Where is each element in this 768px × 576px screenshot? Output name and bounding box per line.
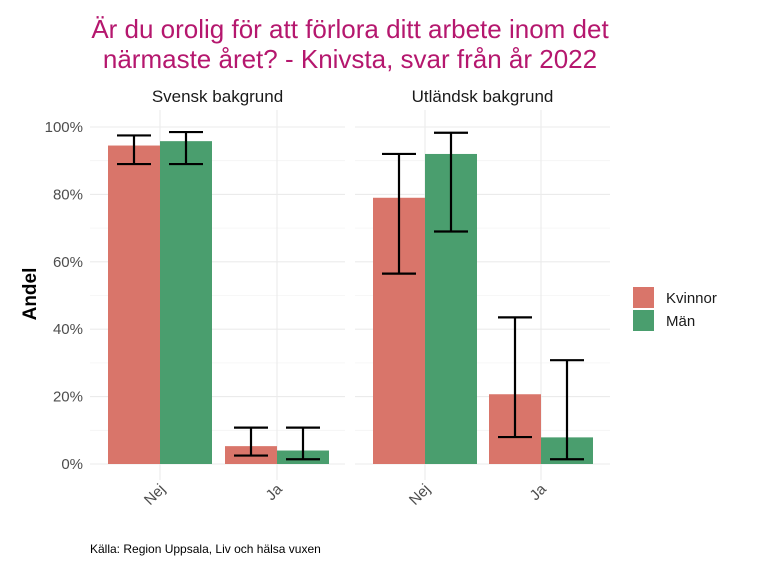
error-bar — [550, 359, 584, 461]
error-bar — [382, 152, 416, 275]
chart-title-line-2: närmaste året? - Knivsta, svar från år 2… — [103, 44, 597, 74]
x-tick-label: Ja — [527, 480, 551, 504]
facet-strip-label: Svensk bakgrund — [152, 87, 283, 106]
error-bar — [169, 130, 203, 166]
bar — [108, 145, 160, 464]
legend-label: Kvinnor — [666, 290, 717, 307]
x-tick-label: Nej — [141, 481, 169, 509]
legend-key — [633, 310, 654, 331]
error-bar — [117, 134, 151, 166]
legend-label: Män — [666, 313, 695, 330]
y-tick-label: 60% — [53, 254, 83, 271]
x-tick-label: Ja — [263, 480, 287, 504]
y-tick-label: 0% — [61, 456, 83, 473]
bar — [160, 141, 212, 465]
y-axis-label: Andel — [20, 268, 41, 321]
facet-strip-label: Utländsk bakgrund — [412, 87, 554, 106]
chart-title: Är du orolig för att förlora ditt arbete… — [91, 14, 609, 74]
facet-panel: Svensk bakgrund Nej Ja — [90, 87, 345, 509]
chart-caption: Källa: Region Uppsala, Liv och hälsa vux… — [90, 542, 321, 556]
error-bar — [434, 131, 468, 233]
error-bar — [286, 426, 320, 461]
y-tick-label: 100% — [45, 119, 83, 136]
error-bar — [234, 426, 268, 457]
x-tick-label: Nej — [406, 481, 434, 509]
y-tick-label: 80% — [53, 186, 83, 203]
y-tick-label: 20% — [53, 389, 83, 406]
facet-panel: Utländsk bakgrund Nej Ja — [355, 87, 610, 509]
chart-title-line-1: Är du orolig för att förlora ditt arbete… — [91, 14, 609, 44]
legend-key — [633, 287, 654, 308]
legend: Kvinnor Män — [633, 287, 717, 331]
error-bar — [498, 316, 532, 439]
y-tick-label: 40% — [53, 321, 83, 338]
